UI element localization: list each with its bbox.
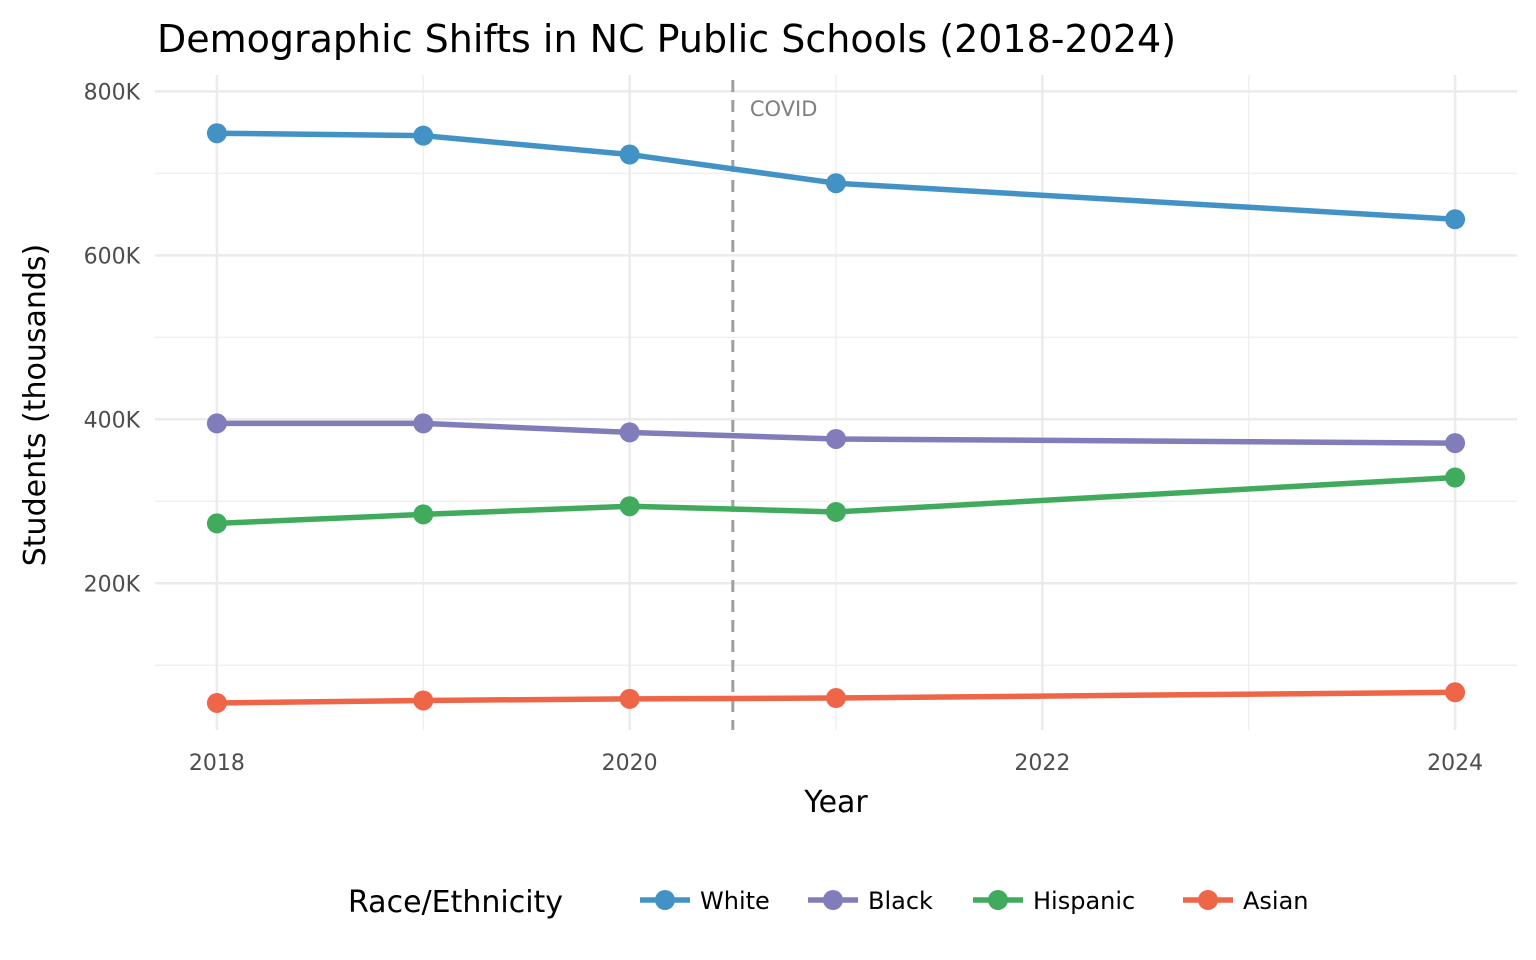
y-tick-label: 600K — [84, 244, 141, 269]
data-point-asian — [1445, 682, 1466, 703]
data-point-hispanic — [1445, 467, 1466, 488]
chart-title: Demographic Shifts in NC Public Schools … — [157, 17, 1176, 61]
y-tick-label: 800K — [84, 80, 141, 105]
data-point-black — [1445, 433, 1466, 454]
data-point-hispanic — [619, 496, 640, 517]
legend-key-point — [655, 890, 675, 910]
data-point-white — [413, 125, 434, 146]
legend-key-point — [823, 890, 843, 910]
data-point-asian — [206, 692, 227, 713]
series-layer — [206, 123, 1466, 713]
data-point-black — [826, 428, 846, 449]
data-point-asian — [619, 688, 640, 709]
data-point-white — [619, 144, 640, 165]
data-point-black — [413, 413, 434, 434]
data-point-asian — [413, 690, 434, 711]
y-tick-label: 200K — [84, 572, 141, 597]
x-axis-title: Year — [803, 785, 868, 820]
data-point-asian — [826, 688, 846, 709]
y-axis-title: Students (thousands) — [18, 244, 53, 567]
legend: Race/Ethnicity White Black Hispanic Asian — [348, 885, 1309, 920]
y-tick-label: 400K — [84, 408, 141, 433]
legend-key-point — [988, 890, 1008, 910]
x-tick-label: 2020 — [602, 751, 658, 776]
legend-key-point — [1198, 890, 1218, 910]
legend-label-asian: Asian — [1243, 887, 1309, 915]
x-tick-label: 2018 — [189, 751, 245, 776]
data-point-hispanic — [826, 501, 846, 522]
tick-labels: 200K 400K 600K 800K 2018 2020 2022 2024 — [84, 80, 1484, 776]
legend-label-white: White — [700, 887, 770, 915]
x-tick-label: 2024 — [1427, 751, 1483, 776]
legend-label-hispanic: Hispanic — [1033, 887, 1135, 915]
annotation-layer: COVID — [731, 80, 818, 730]
data-point-black — [206, 413, 227, 434]
covid-label: COVID — [750, 97, 818, 121]
legend-label-black: Black — [868, 887, 933, 915]
data-point-hispanic — [413, 504, 434, 525]
x-tick-label: 2022 — [1014, 751, 1070, 776]
data-point-black — [619, 422, 640, 443]
data-point-white — [1445, 209, 1466, 230]
legend-title: Race/Ethnicity — [348, 885, 563, 920]
data-point-hispanic — [206, 513, 227, 534]
data-point-white — [206, 123, 227, 144]
data-point-white — [826, 173, 846, 194]
